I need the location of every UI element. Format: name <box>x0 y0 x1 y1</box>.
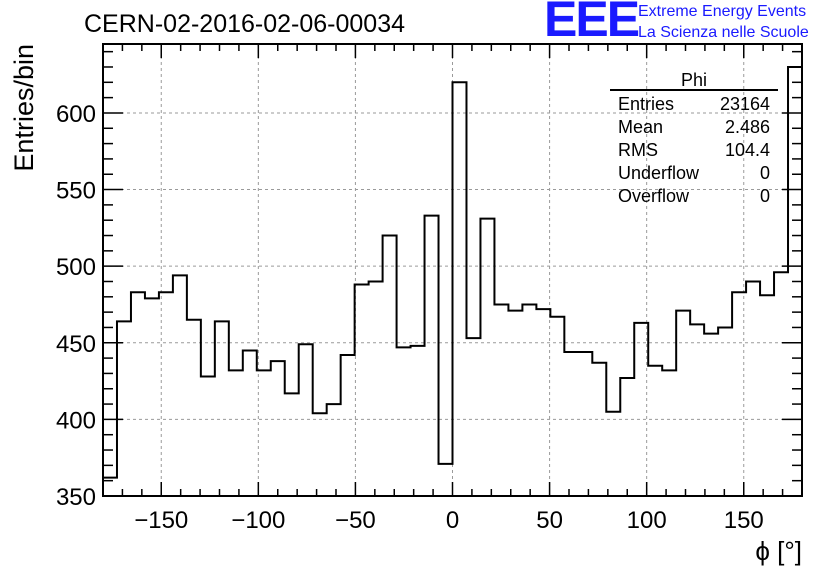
y-tick-label: 400 <box>56 407 96 434</box>
x-tick-label: −100 <box>231 507 285 534</box>
stats-row-label: RMS <box>618 140 658 160</box>
chart-title: CERN-02-2016-02-06-00034 <box>84 10 406 38</box>
x-tick-label: 100 <box>627 507 667 534</box>
y-tick-label: 450 <box>56 331 96 358</box>
stats-box: Phi Entries 23164 Mean 2.486 RMS 104.4 Underfl… <box>610 70 778 206</box>
stats-row-value: 0 <box>760 186 770 206</box>
y-tick-label: 350 <box>56 484 96 511</box>
stats-row-label: Underflow <box>618 163 700 183</box>
stats-row-label: Entries <box>618 94 674 114</box>
stats-row-value: 2.486 <box>725 117 770 137</box>
x-tick-label: 50 <box>536 507 563 534</box>
logo-tagline-1: Extreme Energy Events <box>638 3 807 20</box>
x-axis-label: ϕ [°] <box>755 536 802 566</box>
y-tick-label: 600 <box>56 101 96 128</box>
x-tick-labels: −150 −100 −50 0 50 100 150 <box>134 507 764 534</box>
stats-row-label: Mean <box>618 117 663 137</box>
stats-row-value: 23164 <box>720 94 770 114</box>
stats-row-value: 0 <box>760 163 770 183</box>
x-tick-label: 150 <box>724 507 764 534</box>
x-tick-label: −50 <box>335 507 376 534</box>
stats-box-title: Phi <box>681 70 707 90</box>
eee-logo: EEE Extreme Energy Events La Scienza nel… <box>540 0 836 50</box>
x-tick-label: −150 <box>134 507 188 534</box>
logo-mark: EEE <box>544 0 640 47</box>
stats-box-rows: Entries 23164 Mean 2.486 RMS 104.4 Underflow 0 O… <box>618 94 770 206</box>
y-tick-label: 500 <box>56 254 96 281</box>
x-tick-label: 0 <box>446 507 459 534</box>
stats-row-value: 104.4 <box>725 140 770 160</box>
y-tick-label: 550 <box>56 178 96 205</box>
y-axis-label: Entries/bin <box>9 44 39 172</box>
logo-tagline-2: La Scienza nelle Scuole <box>638 24 809 41</box>
y-tick-labels: 350 400 450 500 550 600 <box>56 101 96 511</box>
histogram-series <box>102 65 802 496</box>
axis-ticks <box>102 44 803 497</box>
stats-row-label: Overflow <box>618 186 690 206</box>
